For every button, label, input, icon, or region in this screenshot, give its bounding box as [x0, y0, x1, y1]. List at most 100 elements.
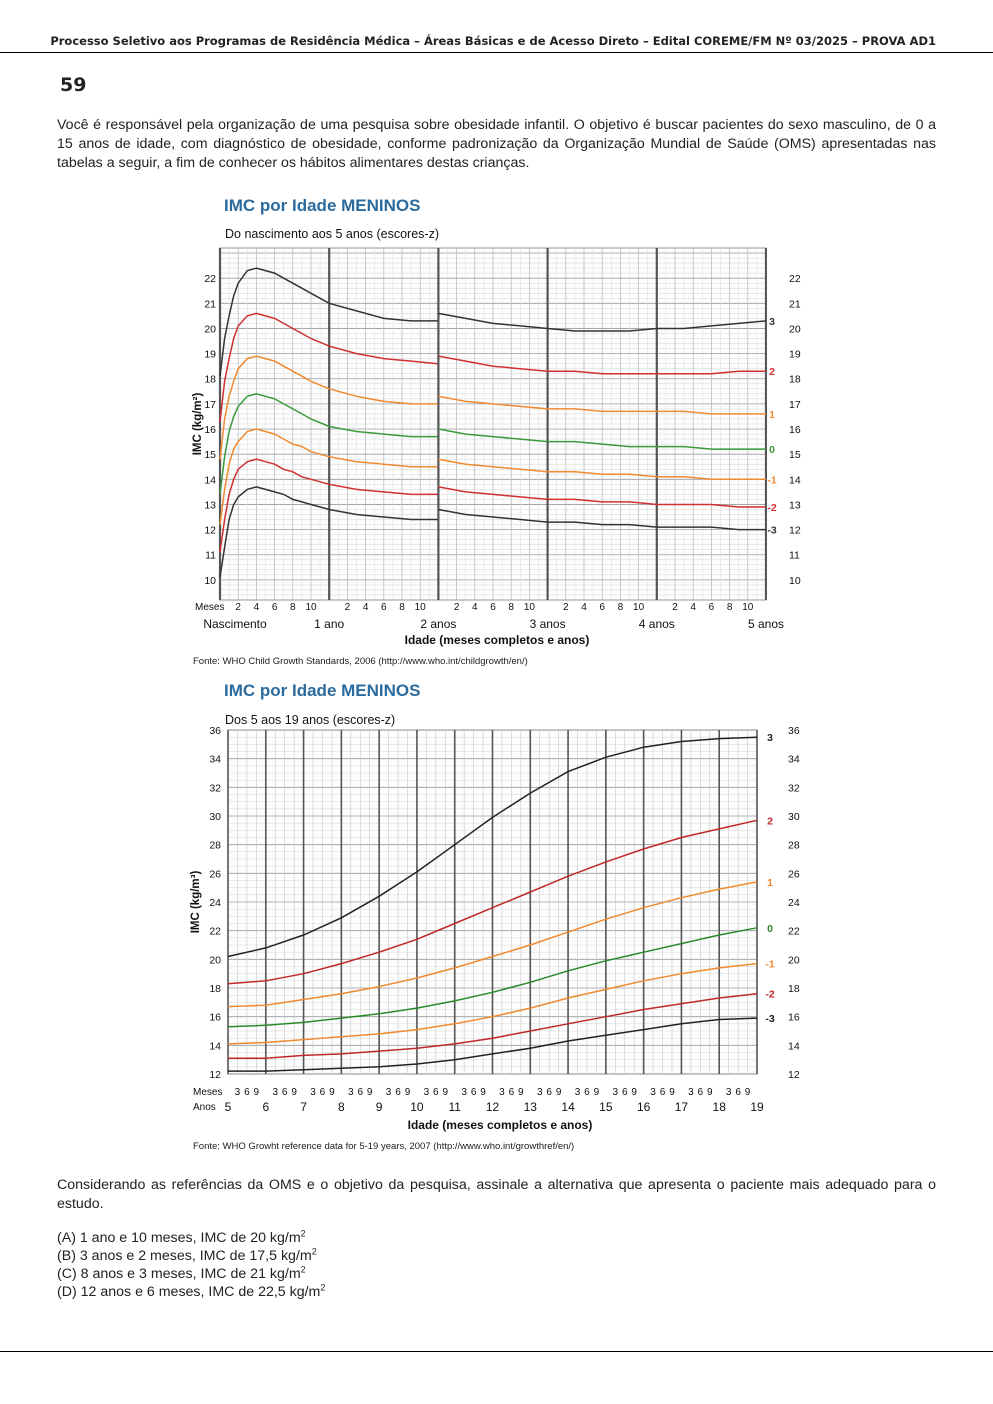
chart2-month-tick: 6: [509, 1087, 515, 1098]
chart2-month-tick: 9: [745, 1087, 751, 1098]
chart2-y-tick-right: 30: [788, 811, 800, 823]
chart1-series-line-z2-0-2y: [219, 312, 438, 422]
chart2-month-tick: 3: [499, 1087, 505, 1098]
chart2-y-tick-right: 12: [788, 1069, 800, 1081]
chart1-y-tick-left: 16: [204, 424, 216, 436]
chart2-y-tick-left: 18: [209, 983, 221, 995]
chart2-y-tick-left: 34: [209, 754, 221, 766]
chart2-year-tick: 16: [637, 1100, 651, 1114]
chart1-month-tick: 4: [363, 602, 369, 613]
chart2-y-tick-left: 12: [209, 1069, 221, 1081]
chart2-year-tick: 13: [524, 1100, 538, 1114]
question-number: 59: [60, 74, 87, 96]
chart2-month-tick: 3: [575, 1087, 581, 1098]
chart1-series-line-z-3-0-2y: [219, 486, 438, 578]
chart1-month-tick: 10: [742, 602, 754, 613]
chart1-month-tick: 8: [618, 602, 624, 613]
chart2-month-tick: 3: [650, 1087, 656, 1098]
chart1-y-tick-left: 13: [204, 499, 216, 511]
chart1-month-tick: 4: [254, 602, 260, 613]
question-prompt: Considerando as referências da OMS e o o…: [57, 1177, 936, 1212]
option-d[interactable]: (D) 12 anos e 6 meses, IMC de 22,5 kg/m2: [57, 1282, 326, 1300]
chart2-y-tick-right: 32: [788, 782, 800, 794]
chart2-month-tick: 9: [405, 1087, 411, 1098]
chart2-month-tick: 6: [244, 1087, 250, 1098]
chart1-series-label: 0: [769, 444, 775, 456]
option-c[interactable]: (C) 8 anos e 3 meses, IMC de 21 kg/m2: [57, 1264, 306, 1282]
chart2-y-tick-right: 14: [788, 1040, 800, 1052]
chart1-source: Fonte: WHO Child Growth Standards, 2006 …: [193, 656, 528, 667]
chart2-series-label: 3: [767, 732, 773, 744]
chart1-month-tick: 8: [399, 602, 405, 613]
chart1-y-tick-left: 18: [204, 374, 216, 386]
chart2-series-line-z0: [227, 927, 758, 1028]
option-a[interactable]: (A) 1 ano e 10 meses, IMC de 20 kg/m2: [57, 1228, 306, 1246]
chart1-month-tick: 10: [415, 602, 427, 613]
chart1-series-label: 2: [769, 366, 775, 378]
chart2-month-tick: 3: [386, 1087, 392, 1098]
chart1-title: IMC por Idade MENINOS: [224, 196, 421, 215]
chart1-subtitle: Do nascimento aos 5 anos (escores-z): [225, 227, 439, 241]
chart2-month-tick: 6: [320, 1087, 326, 1098]
chart2-month-tick: 6: [660, 1087, 666, 1098]
chart1-month-tick: 6: [381, 602, 387, 613]
chart1-month-row-label: Meses: [195, 602, 224, 613]
chart1-month-tick: 4: [581, 602, 587, 613]
chart1-y-tick-left: 21: [204, 298, 216, 310]
chart2-year-tick: 15: [599, 1100, 613, 1114]
chart2-series-line-z-2: [228, 992, 758, 1059]
chart2-month-tick: 9: [329, 1087, 335, 1098]
chart1-series-line-z3-2-5y: [438, 312, 767, 332]
chart2-series-label: -3: [765, 1013, 774, 1025]
chart2-month-tick: 3: [537, 1087, 543, 1098]
chart1-y-tick-right: 13: [789, 499, 801, 511]
chart2-month-tick: 9: [631, 1087, 637, 1098]
chart2-year-tick: 7: [300, 1100, 307, 1114]
chart1-series-label: -2: [767, 502, 776, 514]
chart2-y-tick-left: 26: [209, 868, 221, 880]
chart2-y-tick-left: 20: [209, 954, 221, 966]
chart1-series-line-z2-2-5y: [438, 355, 766, 375]
chart2-y-tick-right: 16: [788, 1012, 800, 1024]
chart1-y-tick-right: 14: [789, 474, 801, 486]
chart2-month-tick: 6: [735, 1087, 741, 1098]
chart2-y-axis-label: IMC (kg/m³): [190, 871, 202, 934]
chart2-source: Fonte: WHO Growht reference data for 5-1…: [193, 1141, 575, 1152]
chart2-month-tick: 3: [310, 1087, 316, 1098]
chart1-series-line-z-1-2-5y: [438, 458, 766, 481]
chart2-series-line-z1: [227, 881, 758, 1008]
chart1-year-tick: 1 ano: [314, 617, 344, 631]
chart2-month-tick: 9: [480, 1087, 486, 1098]
chart2-series-line-z3: [227, 736, 758, 958]
chart2-month-tick: 6: [546, 1087, 552, 1098]
chart2-month-tick: 9: [291, 1087, 297, 1098]
chart1-month-tick: 4: [690, 602, 696, 613]
chart2-y-tick-left: 30: [209, 811, 221, 823]
chart2-month-tick: 3: [235, 1087, 241, 1098]
chart2-month-tick: 9: [669, 1087, 675, 1098]
chart1-y-tick-right: 11: [789, 550, 800, 562]
chart1-month-tick: 2: [235, 602, 241, 613]
footer-rule: [0, 1351, 993, 1352]
chart1-year-tick: 4 anos: [639, 617, 675, 631]
option-b[interactable]: (B) 3 anos e 2 meses, IMC de 17,5 kg/m2: [57, 1246, 317, 1264]
chart2-month-tick: 9: [367, 1087, 373, 1098]
chart2-month-tick: 9: [518, 1087, 524, 1098]
chart2-month-tick: 3: [613, 1087, 619, 1098]
page-header: Processo Seletivo aos Programas de Resid…: [0, 30, 993, 53]
chart1-month-tick: 2: [454, 602, 460, 613]
chart2-month-tick: 3: [726, 1087, 732, 1098]
chart1-month-tick: 8: [290, 602, 296, 613]
chart2-subtitle: Dos 5 aos 19 anos (escores-z): [225, 713, 395, 727]
chart1-month-tick: 8: [727, 602, 733, 613]
question-intro: Você é responsável pela organização de u…: [57, 117, 936, 171]
chart1-y-tick-right: 18: [789, 374, 801, 386]
chart1-y-tick-right: 22: [789, 273, 801, 285]
chart1-series-line-z1-0-2y: [219, 355, 438, 460]
chart1-month-tick: 4: [472, 602, 478, 613]
chart1-y-tick-left: 19: [204, 349, 216, 361]
chart2-month-tick: 6: [357, 1087, 363, 1098]
chart2-year-row-label: Anos: [193, 1102, 216, 1113]
